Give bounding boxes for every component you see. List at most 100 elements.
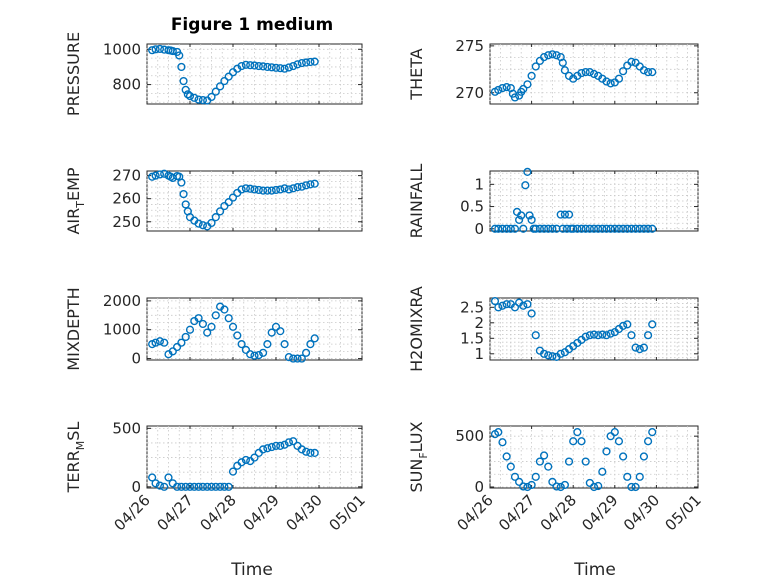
data-points [148,302,319,363]
data-point [502,224,511,233]
data-point [515,477,524,487]
data-point [602,77,611,86]
y-tick-label: 270 [112,167,141,185]
data-point [519,482,528,491]
data-point [519,84,528,94]
data-point [494,224,503,233]
data-point [531,472,540,481]
data-point [211,213,220,222]
data-point [173,342,182,352]
y-axis-label: SUNFLUX [407,421,430,492]
data-point [539,53,549,62]
data-point [246,61,255,70]
data-point [519,301,528,310]
data-point [293,183,302,192]
data-point [594,481,603,491]
data-point [494,85,503,95]
data-point [560,480,569,490]
data-point [594,224,603,233]
data-point [175,51,184,60]
grid-lines [489,44,699,104]
data-point [498,438,507,447]
data-point [185,482,195,491]
data-point [564,210,574,219]
data-point [297,445,306,454]
data-point [589,482,599,492]
y-tick-label: 0 [131,350,141,368]
data-point [623,224,632,233]
data-point [639,66,649,75]
data-point [241,184,251,193]
data-point [198,319,208,329]
data-point [581,224,590,233]
data-point [173,482,182,491]
data-point [648,224,657,233]
data-point [160,338,169,347]
data-point [589,69,599,79]
data-point [635,224,644,233]
y-tick-label: 275 [455,37,484,55]
data-point [623,472,632,481]
data-point [560,66,569,75]
data-points [490,50,657,102]
data-point [506,462,515,471]
data-point [602,447,611,456]
y-axis-label: THETA [407,48,426,100]
data-point [589,330,599,339]
x-tick-label: 04/30 [283,491,326,534]
data-point [494,303,503,312]
data-point [271,441,281,450]
data-point [168,46,177,56]
data-point [560,210,569,219]
data-point [198,482,208,491]
data-point [276,185,285,194]
data-point [619,67,628,76]
y-tick-label: 270 [455,84,484,102]
data-point [581,332,590,341]
data-point [594,331,603,340]
data-point [181,332,190,342]
data-point [254,350,263,360]
y-tick-label: 1000 [103,40,141,58]
data-point [602,331,611,340]
data-point [224,72,233,81]
data-point [241,345,251,355]
data-point [569,437,578,446]
y-tick-label: 2.5 [460,298,484,316]
data-point [517,211,526,220]
y-tick-label: 0 [131,478,141,496]
data-point [627,224,636,233]
data-points [148,169,319,231]
subplot-1: 800 1000 PRESSURE [64,32,363,116]
data-point [614,224,624,233]
subplot-2: 270 275 THETA [407,37,699,105]
data-point [220,305,229,314]
y-axis-label: AIRTEMP [64,167,87,234]
data-point [284,353,294,362]
y-tick-label: 0.5 [460,198,484,216]
data-point [544,224,553,233]
data-point [643,331,653,340]
y-axis-label: H2OMIXRA [407,286,426,372]
data-point [598,224,607,233]
data-point [302,181,311,190]
data-point [302,348,311,357]
y-tick-label: 500 [112,419,141,437]
data-point [569,224,578,233]
data-point [237,61,246,71]
data-point [224,314,233,323]
data-point [510,224,520,233]
data-point [179,76,188,86]
data-point [177,178,186,187]
data-point [263,62,272,72]
y-tick-label: 2000 [103,292,141,310]
data-point [220,482,229,491]
data-point [168,347,177,356]
data-point [267,442,276,452]
data-point [250,185,259,194]
data-point [284,185,294,194]
data-point [535,224,545,233]
data-point [602,224,611,233]
data-point [539,349,549,358]
